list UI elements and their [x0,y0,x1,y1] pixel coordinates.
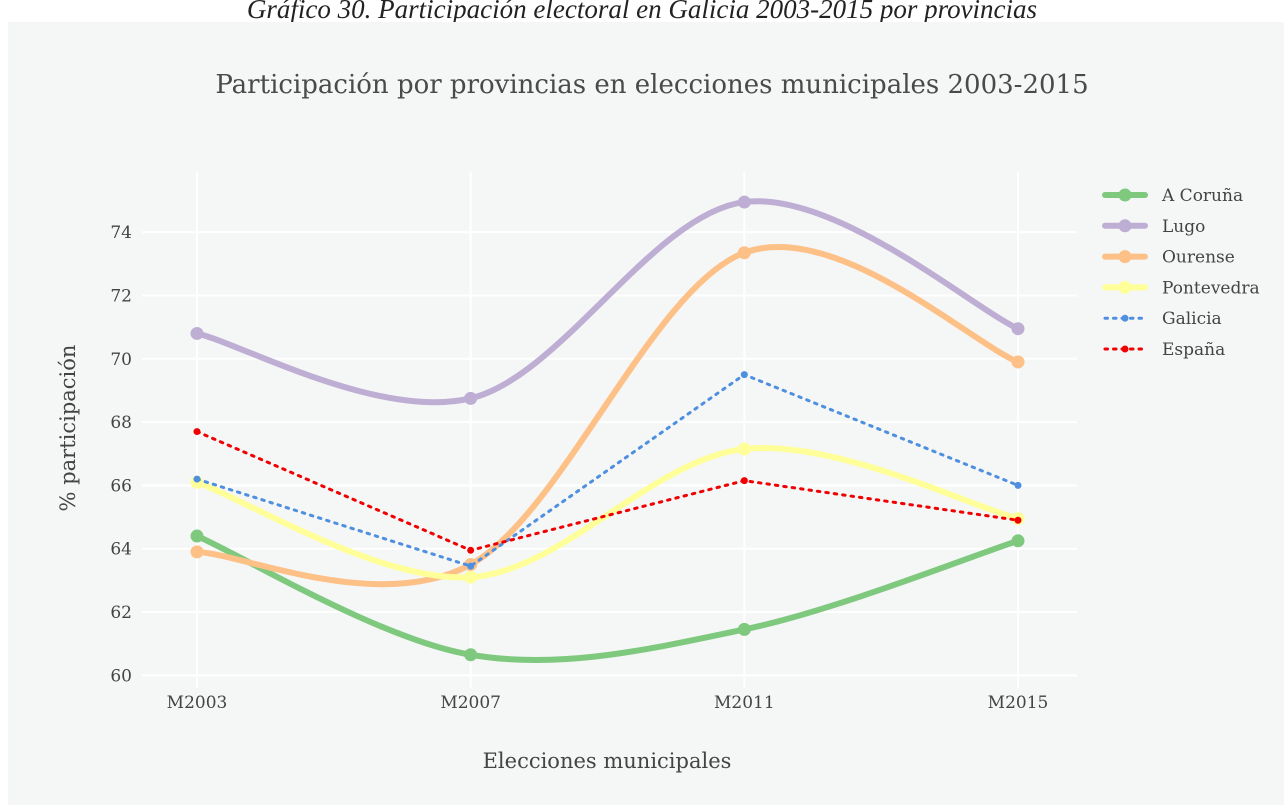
series-3-point-M2007 [464,570,478,584]
series-0-point-M2015 [1011,534,1025,548]
series-2-line [194,244,1021,588]
series-2-point-M2003 [190,545,204,559]
x-axis-label: Elecciones municipales [483,749,732,773]
series-1-point-M2011 [737,195,751,209]
legend-item-3[interactable]: Pontevedra [1102,278,1260,298]
series-3-line [194,445,1021,581]
series-4-point-M2003 [193,475,201,483]
series-0-point-M2007 [464,648,478,662]
legend-swatch-marker [1121,314,1129,322]
legend-label: Pontevedra [1162,278,1260,298]
series-5-point-M2015 [1014,516,1022,524]
series-2-point-M2011 [737,246,751,260]
legend-label: Lugo [1162,217,1205,237]
series-4-line [195,373,1020,568]
series-5 [193,428,1022,554]
legend-item-5[interactable]: España [1103,340,1225,360]
series-5-point-M2011 [740,477,748,485]
legend-swatch-marker [1118,250,1132,264]
series-4-point-M2011 [740,371,748,379]
series-5-point-M2003 [193,428,201,436]
figure-caption: Gráfico 30. Participación electoral en G… [246,0,1038,24]
series-1 [190,195,1025,406]
series-1-point-M2003 [190,326,204,340]
series-0-point-M2003 [190,529,204,543]
legend-label: A Coruña [1161,186,1243,206]
x-tick-label-M2011: M2011 [714,693,775,713]
series-3-point-M2011 [737,442,751,456]
series-5-line [195,430,1020,552]
legend-item-1[interactable]: Lugo [1102,217,1205,237]
y-tick-label-64: 64 [110,540,132,560]
series-0 [190,529,1025,664]
x-tick-label-M2003: M2003 [167,693,228,713]
y-tick-label-70: 70 [110,350,132,370]
legend-swatch-marker [1118,280,1132,294]
series-4 [193,371,1022,570]
series-1-point-M2015 [1011,322,1025,336]
legend-item-2[interactable]: Ourense [1102,248,1235,268]
y-tick-label-68: 68 [110,413,132,433]
series-3 [190,442,1025,584]
series-1-point-M2007 [464,391,478,405]
series-0-line [194,533,1021,664]
y-tick-label-72: 72 [110,286,132,306]
legend[interactable]: A Coruña Lugo Ourense Pontevedra Galicia Espa… [1102,186,1260,360]
x-tick-label-M2015: M2015 [988,693,1049,713]
legend-label: España [1162,340,1225,360]
legend-swatch-marker [1121,345,1129,353]
legend-item-4[interactable]: Galicia [1103,309,1222,329]
series-1-line [194,198,1021,406]
series-0-point-M2011 [737,622,751,636]
y-tick-label-66: 66 [110,476,132,496]
series-2-point-M2015 [1011,355,1025,369]
legend-label: Galicia [1162,309,1222,329]
y-axis-ticks: 60 62 64 66 68 70 72 74 [110,223,132,686]
grid-lines [142,172,1077,688]
y-axis-label: % participación [56,345,80,512]
legend-label: Ourense [1162,248,1235,268]
series-4-point-M2007 [467,562,475,570]
y-tick-label-62: 62 [110,603,132,623]
x-tick-label-M2007: M2007 [440,693,501,713]
legend-swatch-marker [1118,188,1132,202]
series-4-point-M2015 [1014,481,1022,489]
legend-swatch-marker [1118,219,1132,233]
series-5-point-M2007 [467,546,475,554]
series-lines [190,195,1025,664]
y-tick-label-74: 74 [110,223,132,243]
legend-item-0[interactable]: A Coruña [1102,186,1243,206]
chart-title: Participación por provincias en eleccion… [215,70,1088,100]
x-axis-ticks: M2003 M2007 M2011 M2015 [167,693,1049,713]
y-tick-label-60: 60 [110,666,132,686]
